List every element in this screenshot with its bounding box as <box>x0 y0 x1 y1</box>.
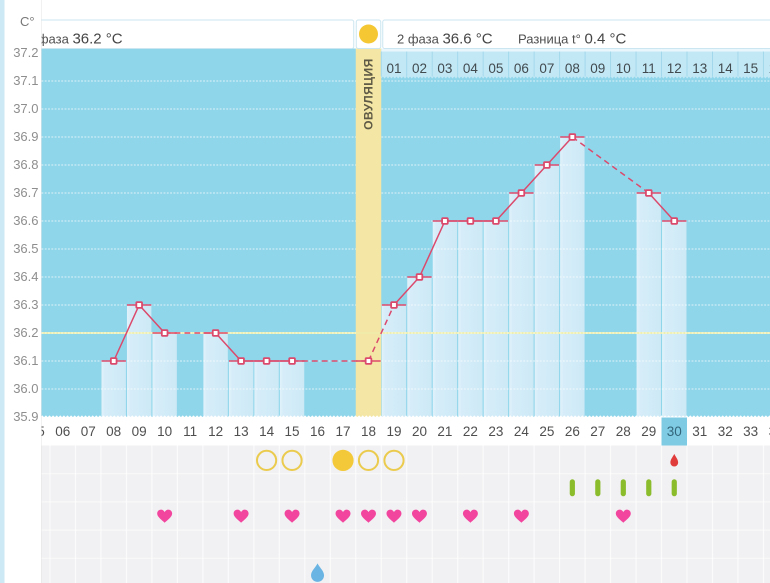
svg-text:33: 33 <box>743 424 758 439</box>
svg-text:22: 22 <box>463 424 478 439</box>
svg-text:21: 21 <box>437 424 452 439</box>
svg-text:37.2: 37.2 <box>13 45 38 60</box>
svg-text:36.3: 36.3 <box>13 297 38 312</box>
svg-text:08: 08 <box>565 61 580 76</box>
svg-text:36.7: 36.7 <box>13 185 38 200</box>
svg-text:36.5: 36.5 <box>13 241 38 256</box>
svg-text:36.2: 36.2 <box>13 325 38 340</box>
svg-text:26: 26 <box>565 424 580 439</box>
svg-text:36.9: 36.9 <box>13 129 38 144</box>
svg-text:14: 14 <box>259 424 275 439</box>
svg-text:15: 15 <box>743 61 758 76</box>
svg-text:04: 04 <box>463 61 479 76</box>
svg-text:36.6: 36.6 <box>13 213 38 228</box>
svg-text:03: 03 <box>437 61 452 76</box>
svg-text:05: 05 <box>488 61 503 76</box>
svg-text:32: 32 <box>718 424 733 439</box>
svg-text:08: 08 <box>106 424 121 439</box>
svg-text:16: 16 <box>310 424 325 439</box>
svg-text:25: 25 <box>539 424 554 439</box>
svg-text:14: 14 <box>718 61 734 76</box>
svg-text:06: 06 <box>514 61 529 76</box>
svg-text:07: 07 <box>539 61 554 76</box>
svg-text:ОВУЛЯЦИЯ: ОВУЛЯЦИЯ <box>362 58 376 130</box>
svg-text:12: 12 <box>208 424 223 439</box>
svg-text:27: 27 <box>590 424 605 439</box>
svg-text:10: 10 <box>157 424 172 439</box>
svg-text:23: 23 <box>488 424 503 439</box>
svg-text:37.0: 37.0 <box>13 101 38 116</box>
svg-text:20: 20 <box>412 424 427 439</box>
svg-text:31: 31 <box>692 424 707 439</box>
svg-text:28: 28 <box>616 424 631 439</box>
svg-text:13: 13 <box>234 424 249 439</box>
svg-text:15: 15 <box>285 424 300 439</box>
svg-text:36.1: 36.1 <box>13 353 38 368</box>
svg-text:24: 24 <box>514 424 530 439</box>
svg-text:10: 10 <box>616 61 631 76</box>
svg-text:37.1: 37.1 <box>13 73 38 88</box>
svg-text:C°: C° <box>20 14 35 29</box>
svg-text:2 фаза 36.6 °C: 2 фаза 36.6 °C <box>397 31 493 48</box>
svg-text:01: 01 <box>386 61 401 76</box>
svg-text:17: 17 <box>336 424 351 439</box>
svg-text:1 фаза 36.2 °C: 1 фаза 36.2 °C <box>27 31 123 48</box>
svg-text:30: 30 <box>667 424 682 439</box>
svg-text:09: 09 <box>132 424 147 439</box>
svg-text:34: 34 <box>769 424 770 439</box>
svg-text:36.0: 36.0 <box>13 381 38 396</box>
svg-text:29: 29 <box>641 424 656 439</box>
svg-text:07: 07 <box>81 424 96 439</box>
svg-text:19: 19 <box>386 424 401 439</box>
svg-text:35.9: 35.9 <box>13 409 38 424</box>
svg-text:06: 06 <box>55 424 70 439</box>
svg-text:09: 09 <box>590 61 605 76</box>
svg-text:16: 16 <box>769 61 770 76</box>
svg-text:36.4: 36.4 <box>13 269 38 284</box>
svg-text:Разница t° 0.4 °C: Разница t° 0.4 °C <box>518 31 626 48</box>
svg-text:12: 12 <box>667 61 682 76</box>
svg-text:13: 13 <box>692 61 707 76</box>
svg-text:18: 18 <box>361 424 376 439</box>
svg-text:02: 02 <box>412 61 427 76</box>
svg-text:11: 11 <box>183 424 197 439</box>
svg-text:36.8: 36.8 <box>13 157 38 172</box>
svg-text:11: 11 <box>642 61 656 76</box>
